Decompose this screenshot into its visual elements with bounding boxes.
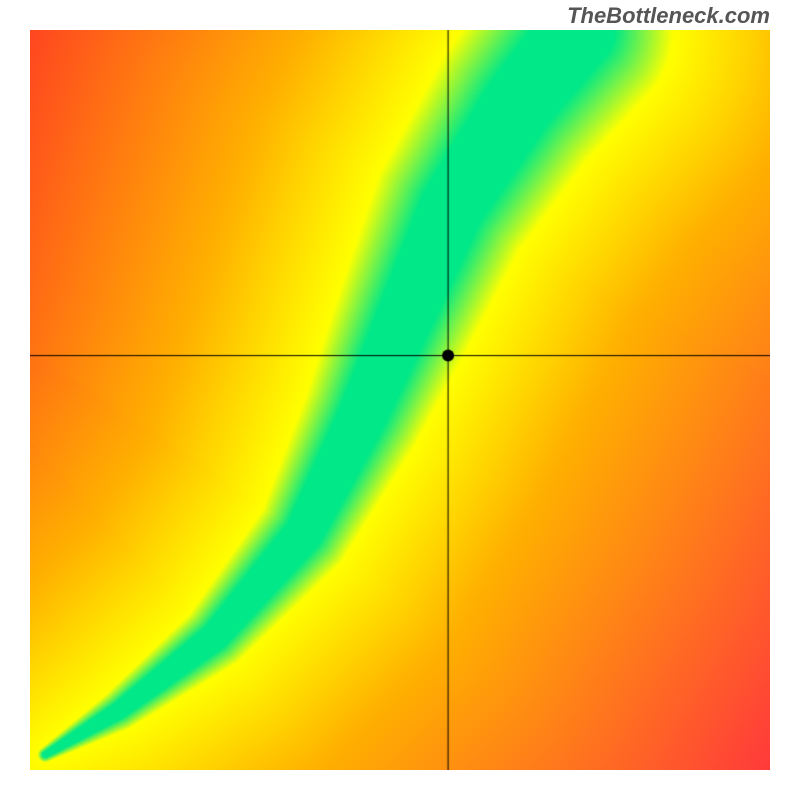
watermark-text: TheBottleneck.com	[567, 3, 770, 29]
bottleneck-heatmap-chart	[30, 30, 770, 770]
heatmap-canvas	[30, 30, 770, 770]
